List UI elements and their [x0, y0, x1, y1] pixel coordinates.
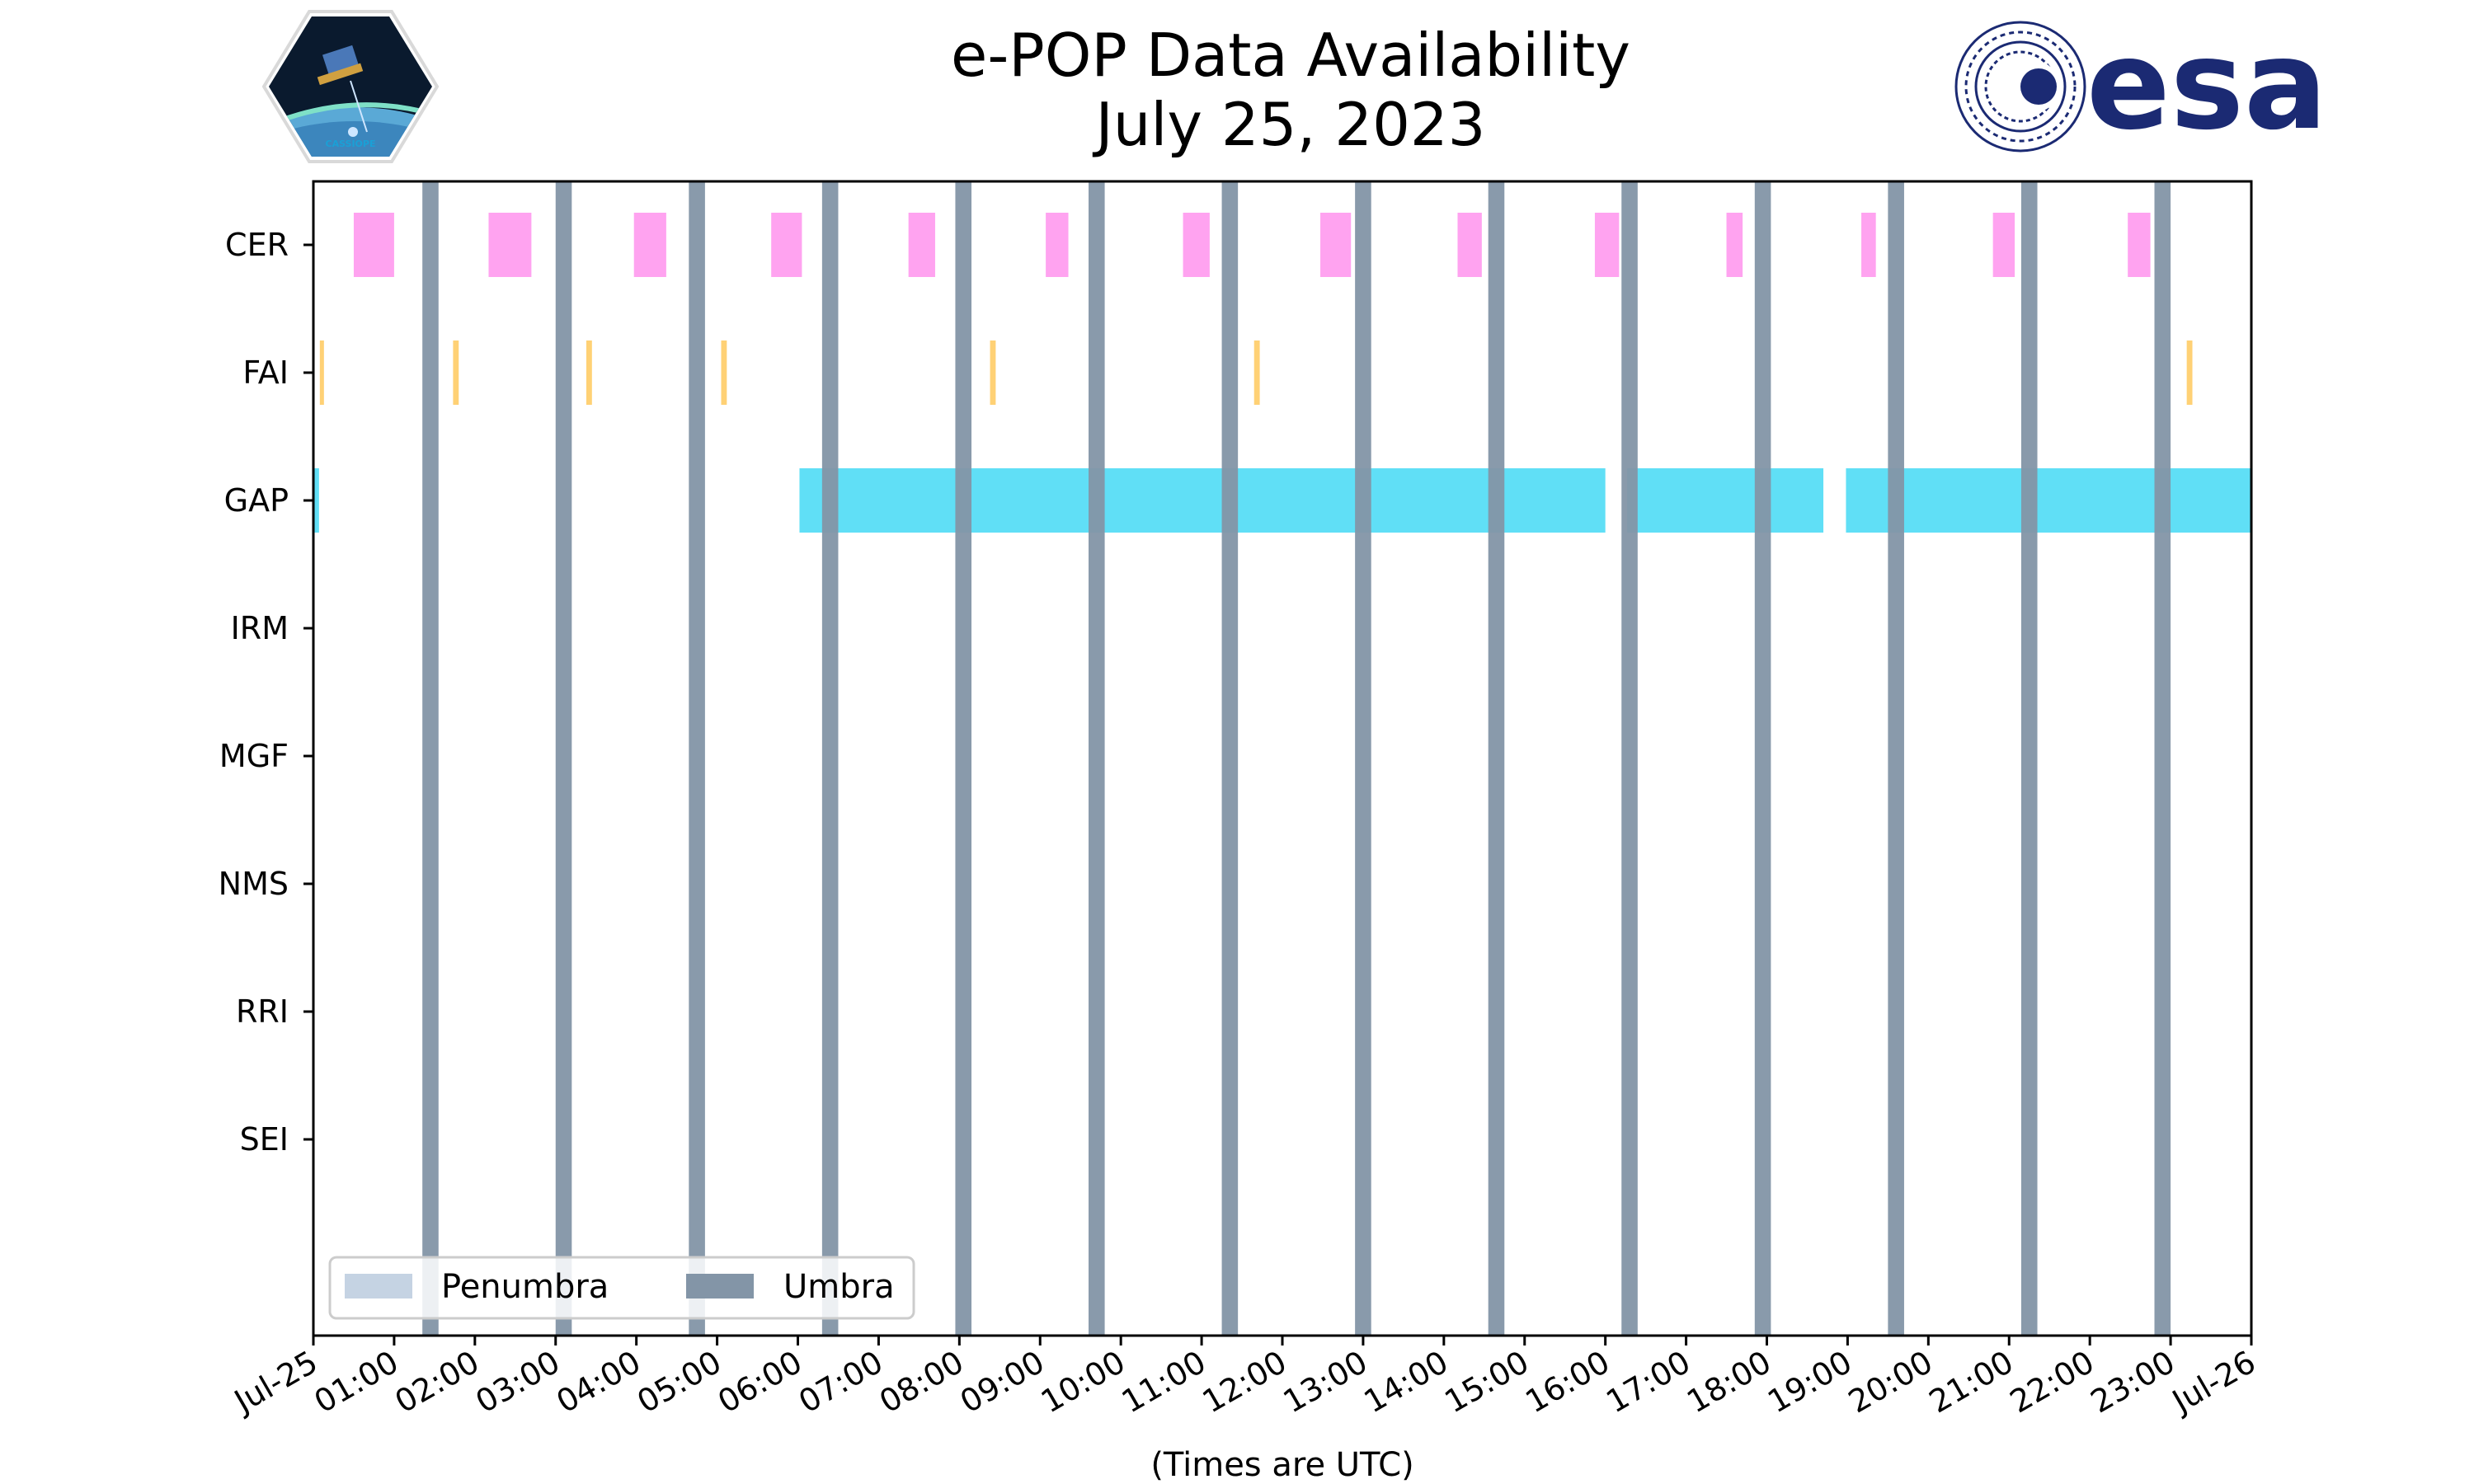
x-tick-label-4: 04:00 — [550, 1344, 647, 1421]
x-axis: Jul-2501:0002:0003:0004:0005:0006:0007:0… — [227, 1336, 2262, 1421]
y-tick-label-irm: IRM — [231, 610, 289, 646]
x-tick-label-12: 12:00 — [1197, 1344, 1293, 1421]
umbra-band-7 — [1355, 181, 1371, 1336]
bar-cer-13 — [2128, 213, 2151, 277]
x-tick-label-21: 21:00 — [1923, 1344, 2020, 1421]
bar-fai-3 — [721, 340, 727, 405]
bar-gap-3 — [1846, 468, 2251, 533]
x-tick-label-24: Jul-26 — [2165, 1344, 2261, 1421]
umbra-band-12 — [2020, 181, 2038, 1336]
esa-logo-text: esa — [2086, 14, 2327, 157]
x-tick-label-1: 01:00 — [308, 1344, 405, 1421]
cassiope-logo-text: CASSIOPE — [326, 139, 376, 149]
esa-swirl-icon — [1954, 21, 2086, 153]
bar-gap-2 — [1627, 468, 1824, 533]
umbra-band-3 — [821, 181, 839, 1336]
x-tick-label-13: 13:00 — [1277, 1344, 1374, 1421]
umbra-band-1 — [555, 181, 572, 1336]
x-tick-label-3: 03:00 — [469, 1344, 566, 1421]
plot-frame — [312, 180, 2253, 1337]
umbra-band-2 — [689, 181, 705, 1336]
bar-cer-8 — [1457, 213, 1482, 277]
y-tick-label-fai: FAI — [242, 355, 289, 391]
cassiope-logo: CASSIOPE — [261, 10, 440, 163]
bar-cer-2 — [633, 213, 666, 277]
umbra-band-0 — [422, 181, 439, 1336]
bar-cer-12 — [1992, 213, 2015, 277]
x-tick-label-18: 18:00 — [1681, 1344, 1777, 1421]
umbra-band-5 — [1089, 181, 1105, 1336]
umbra-band-11 — [1888, 181, 1904, 1336]
bar-cer-4 — [908, 213, 935, 277]
umbra-band-9 — [1621, 181, 1638, 1336]
x-tick-label-5: 05:00 — [631, 1344, 727, 1421]
x-tick-label-17: 17:00 — [1600, 1344, 1696, 1421]
bar-fai-0 — [319, 340, 324, 405]
y-tick-label-rri: RRI — [236, 993, 289, 1030]
x-tick-label-2: 02:00 — [388, 1344, 485, 1421]
bar-fai-4 — [990, 340, 996, 405]
x-tick-label-0: Jul-25 — [227, 1344, 323, 1421]
x-tick-label-20: 20:00 — [1842, 1344, 1939, 1421]
legend-swatch-penumbra — [345, 1274, 412, 1298]
bar-cer-5 — [1046, 213, 1069, 277]
y-axis: CER FAI GAP IRM MGF NMS RRI SEI — [219, 227, 313, 1158]
bar-cer-3 — [771, 213, 802, 277]
bar-fai-6 — [2186, 340, 2193, 405]
x-tick-label-11: 11:00 — [1116, 1344, 1212, 1421]
bar-cer-0 — [353, 213, 394, 277]
umbra-band-4 — [955, 181, 972, 1336]
bar-cer-11 — [1861, 213, 1876, 277]
legend-label-umbra: Umbra — [783, 1268, 895, 1306]
bar-cer-6 — [1183, 213, 1210, 277]
x-tick-label-22: 22:00 — [2004, 1344, 2100, 1421]
bar-cer-1 — [488, 213, 532, 277]
x-tick-label-10: 10:00 — [1035, 1344, 1131, 1421]
umbra-band-13 — [2154, 181, 2171, 1336]
y-tick-label-nms: NMS — [219, 866, 289, 902]
legend-swatch-umbra — [686, 1274, 754, 1298]
bar-gap-1 — [799, 468, 1606, 533]
y-tick-label-cer: CER — [225, 227, 289, 263]
x-axis-label: (Times are UTC) — [1150, 1446, 1413, 1484]
instrument-bars — [313, 213, 2251, 533]
bar-cer-7 — [1320, 213, 1352, 277]
umbra-bands — [422, 181, 2171, 1336]
umbra-band-8 — [1488, 181, 1505, 1336]
chart-title: e-POP Data Availability — [951, 21, 1630, 90]
x-tick-label-23: 23:00 — [2085, 1344, 2181, 1421]
chart-subtitle: July 25, 2023 — [1093, 90, 1486, 159]
x-tick-label-9: 09:00 — [954, 1344, 1051, 1421]
y-tick-label-sei: SEI — [240, 1121, 289, 1158]
y-tick-label-gap: GAP — [224, 482, 289, 519]
x-tick-label-14: 14:00 — [1357, 1344, 1454, 1421]
legend-box — [328, 1256, 915, 1320]
bar-gap-0 — [313, 468, 319, 533]
bar-fai-2 — [586, 340, 592, 405]
legend: Penumbra Umbra — [328, 1256, 915, 1320]
x-tick-label-8: 08:00 — [873, 1344, 970, 1421]
x-tick-label-19: 19:00 — [1761, 1344, 1858, 1421]
umbra-band-6 — [1221, 181, 1239, 1336]
x-tick-label-7: 07:00 — [793, 1344, 889, 1421]
bar-fai-1 — [453, 340, 459, 405]
x-tick-label-15: 15:00 — [1438, 1344, 1535, 1421]
x-tick-label-6: 06:00 — [712, 1344, 808, 1421]
umbra-band-10 — [1754, 181, 1771, 1336]
y-tick-label-mgf: MGF — [219, 738, 289, 774]
legend-label-penumbra: Penumbra — [441, 1268, 609, 1306]
bar-fai-5 — [1253, 340, 1260, 405]
bar-cer-10 — [1726, 213, 1743, 277]
bar-cer-9 — [1594, 213, 1620, 277]
esa-logo: esa — [1954, 14, 2327, 157]
x-tick-label-16: 16:00 — [1519, 1344, 1616, 1421]
